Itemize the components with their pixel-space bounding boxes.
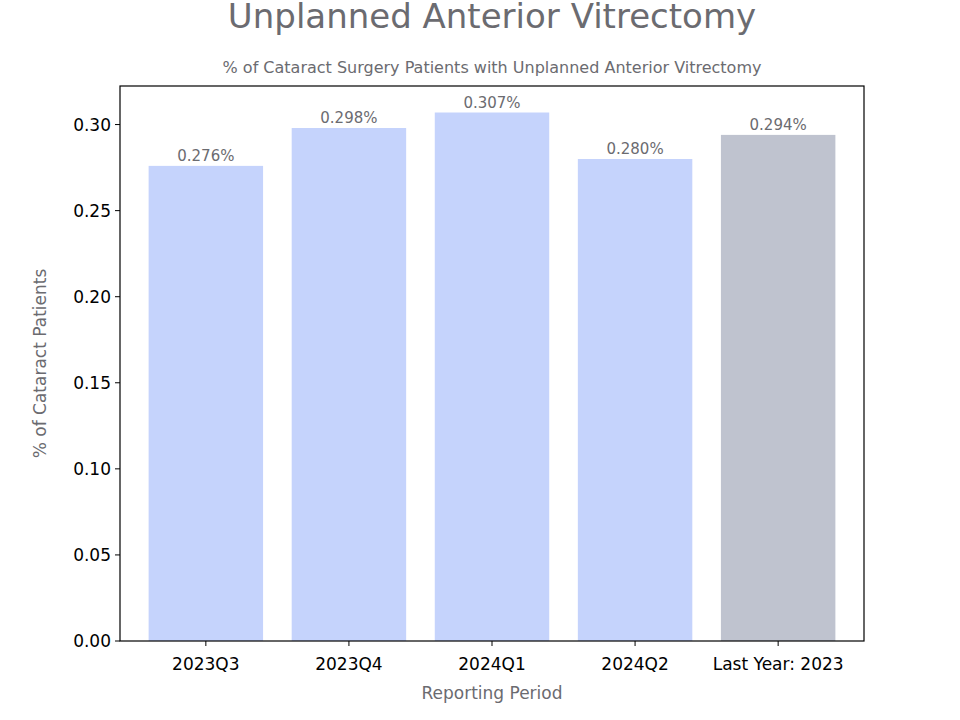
title: Unplanned Anterior Vitrectomy xyxy=(228,0,756,36)
x-tick xyxy=(635,641,636,646)
y-tick xyxy=(115,210,120,211)
bar xyxy=(721,135,835,641)
x-tick-label: 2024Q1 xyxy=(458,654,525,674)
data-label: 0.294% xyxy=(750,116,807,134)
y-tick xyxy=(115,124,120,125)
x-tick-label: 2023Q4 xyxy=(315,654,382,674)
y-tick xyxy=(115,554,120,555)
bar xyxy=(578,159,692,641)
plot-frame xyxy=(120,86,864,641)
y-tick-label: 0.05 xyxy=(73,545,111,565)
data-label: 0.276% xyxy=(177,147,234,165)
data-label: 0.280% xyxy=(606,140,663,158)
x-axis-label: Reporting Period xyxy=(421,683,562,703)
y-tick-label: 0.20 xyxy=(73,287,111,307)
y-tick-label: 0.30 xyxy=(73,115,111,135)
bars xyxy=(149,113,836,641)
bar xyxy=(435,113,549,641)
y-tick xyxy=(115,296,120,297)
y-axis-label: % of Cataract Patients xyxy=(30,269,50,459)
bar xyxy=(292,128,406,641)
x-tick xyxy=(348,641,349,646)
y-tick xyxy=(115,641,120,642)
y-tick-label: 0.10 xyxy=(73,459,111,479)
data-label: 0.307% xyxy=(463,94,520,112)
x-tick xyxy=(492,641,493,646)
y-tick xyxy=(115,468,120,469)
x-tick-label: Last Year: 2023 xyxy=(713,654,844,674)
chart-svg: 0.276% 0.298% 0.307% 0.280% 0.294% 0.00 0.05 0.… xyxy=(0,0,960,720)
subtitle: % of Cataract Surgery Patients with Unpl… xyxy=(223,58,762,77)
x-tick-label: 2024Q2 xyxy=(601,654,668,674)
y-tick-label: 0.25 xyxy=(73,201,111,221)
x-tick xyxy=(778,641,779,646)
y-tick-label: 0.00 xyxy=(73,631,111,651)
data-label: 0.298% xyxy=(320,109,377,127)
chart-container: 0.276% 0.298% 0.307% 0.280% 0.294% 0.00 0.05 0.… xyxy=(0,0,960,720)
y-tick-label: 0.15 xyxy=(73,373,111,393)
bar xyxy=(149,166,263,641)
y-tick xyxy=(115,382,120,383)
x-tick-label: 2023Q3 xyxy=(172,654,239,674)
x-tick xyxy=(205,641,206,646)
